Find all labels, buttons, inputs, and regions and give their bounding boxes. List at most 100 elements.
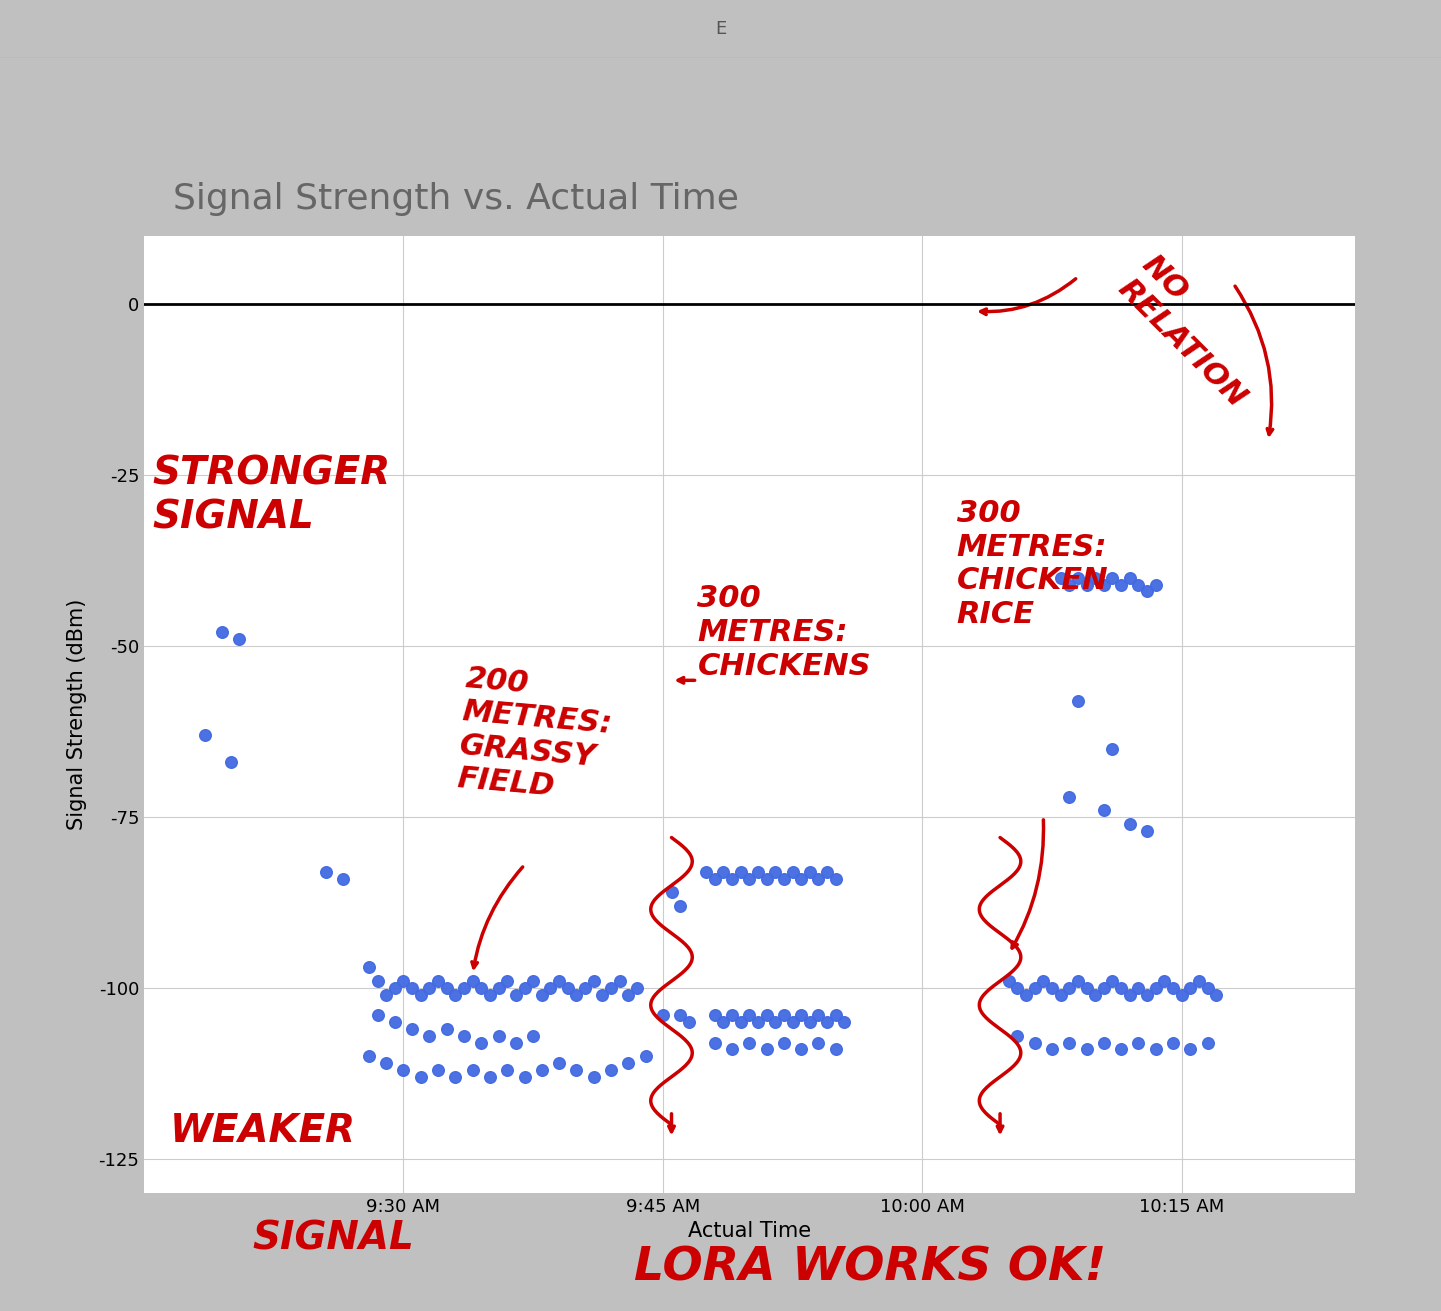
Point (1144, 574, 1167, 595)
Point (435, 1019, 458, 1040)
Point (1058, 978, 1081, 999)
Point (790, 1004, 813, 1025)
Point (435, 978, 458, 999)
Point (1179, 978, 1202, 999)
Point (599, 1059, 623, 1080)
Point (634, 1046, 657, 1067)
Point (807, 868, 830, 889)
Point (331, 868, 354, 889)
Point (1092, 800, 1115, 821)
Point (418, 978, 441, 999)
X-axis label: Actual Time: Actual Time (687, 1222, 811, 1242)
Point (738, 868, 761, 889)
Point (1075, 978, 1098, 999)
Point (1049, 985, 1072, 1006)
Point (720, 868, 744, 889)
Text: STRONGER
SIGNAL: STRONGER SIGNAL (153, 455, 391, 536)
Point (781, 1012, 804, 1033)
Point (548, 970, 571, 991)
Point (651, 1004, 674, 1025)
Point (574, 978, 597, 999)
Point (712, 861, 735, 882)
Point (772, 1032, 795, 1053)
Point (1101, 738, 1124, 759)
Text: 300
METRES:
CHICKENS: 300 METRES: CHICKENS (697, 585, 870, 680)
Point (470, 1032, 493, 1053)
Point (798, 861, 821, 882)
Point (625, 978, 648, 999)
Point (565, 1059, 588, 1080)
Point (1084, 568, 1107, 589)
Point (375, 985, 398, 1006)
Point (461, 970, 484, 991)
Point (228, 629, 251, 650)
Point (729, 1012, 752, 1033)
Point (1153, 970, 1176, 991)
Point (1066, 970, 1089, 991)
Point (833, 1012, 856, 1033)
Text: E: E (715, 20, 726, 38)
Point (383, 1012, 406, 1033)
Point (669, 1004, 692, 1025)
Point (816, 1012, 839, 1033)
Point (807, 1004, 830, 1025)
Y-axis label: Signal Strength (dBm): Signal Strength (dBm) (68, 599, 88, 830)
Point (738, 1032, 761, 1053)
Point (1058, 574, 1081, 595)
Point (375, 1053, 398, 1074)
Text: NO
RELATION: NO RELATION (1112, 249, 1275, 413)
Point (617, 985, 640, 1006)
Point (738, 1004, 761, 1025)
Point (824, 868, 847, 889)
Point (1058, 787, 1081, 808)
Point (720, 1004, 744, 1025)
Point (565, 985, 588, 1006)
Point (712, 1012, 735, 1033)
Point (1066, 568, 1089, 589)
Point (478, 985, 501, 1006)
Point (1006, 1025, 1029, 1046)
Point (720, 1038, 744, 1059)
Point (1092, 1032, 1115, 1053)
Point (392, 970, 415, 991)
Point (530, 1059, 553, 1080)
Point (409, 985, 432, 1006)
Point (1127, 574, 1150, 595)
Point (409, 1066, 432, 1087)
Point (608, 970, 631, 991)
Point (522, 970, 545, 991)
Point (1075, 1038, 1098, 1059)
Point (1187, 970, 1210, 991)
Point (496, 970, 519, 991)
Point (1136, 821, 1159, 842)
Point (703, 1004, 726, 1025)
Point (1179, 1038, 1202, 1059)
Point (1196, 978, 1219, 999)
Point (582, 1066, 605, 1087)
Point (1136, 985, 1159, 1006)
Point (755, 1004, 778, 1025)
Point (746, 1012, 769, 1033)
Point (755, 868, 778, 889)
Point (392, 1059, 415, 1080)
Point (677, 1012, 700, 1033)
Point (1205, 985, 1228, 1006)
Point (418, 1025, 441, 1046)
Point (401, 978, 424, 999)
Point (1161, 1032, 1185, 1053)
Point (582, 970, 605, 991)
Point (1006, 978, 1029, 999)
Point (669, 895, 692, 916)
Point (1023, 1032, 1046, 1053)
Point (1040, 1038, 1063, 1059)
Point (357, 1046, 380, 1067)
Point (617, 1053, 640, 1074)
Point (219, 753, 242, 773)
Point (522, 1025, 545, 1046)
Point (1075, 574, 1098, 595)
Point (746, 861, 769, 882)
Point (1014, 985, 1038, 1006)
Point (366, 970, 389, 991)
Point (548, 1053, 571, 1074)
Point (427, 970, 450, 991)
